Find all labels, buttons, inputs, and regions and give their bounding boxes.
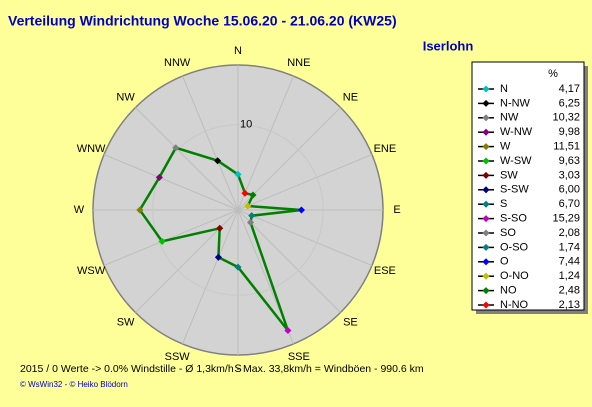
radar-marker — [284, 326, 292, 335]
legend-name: O-SO — [500, 241, 529, 253]
legend-marker — [482, 171, 490, 179]
legend-name: SO — [500, 227, 516, 239]
spoke — [237, 75, 294, 211]
legend-marker — [482, 143, 490, 151]
grid-ring — [152, 124, 324, 296]
legend-marker — [482, 157, 490, 165]
legend-marker — [482, 200, 490, 208]
axis-label: S — [234, 363, 241, 375]
legend-value: 1,24 — [559, 270, 580, 282]
axis-label: NNW — [164, 57, 191, 69]
legend-marker — [482, 128, 490, 136]
axis-label: ESE — [374, 265, 396, 277]
radar-marker — [172, 144, 180, 152]
legend-marker — [482, 85, 490, 93]
legend-name: W-NW — [500, 126, 533, 138]
spoke — [182, 209, 239, 345]
legend-value: 10,32 — [552, 112, 580, 124]
legend-name: N — [500, 83, 508, 95]
spoke — [182, 75, 239, 211]
radar-marker — [244, 202, 252, 210]
legend-marker — [482, 215, 490, 223]
credits: © WsWin32 - © Heiko Blödorn — [20, 380, 128, 389]
spoke — [103, 154, 239, 211]
radar-marker — [155, 173, 163, 181]
radar-marker — [241, 189, 249, 197]
legend-name: O — [500, 256, 509, 268]
axis-label: SSE — [288, 351, 310, 363]
legend-name: W-SW — [500, 155, 532, 167]
legend-value: 2,48 — [559, 285, 580, 297]
legend-name: NW — [500, 112, 519, 124]
axis-label: SW — [117, 316, 135, 328]
legend-name: N-NW — [500, 97, 531, 109]
radar-marker — [247, 219, 255, 227]
legend-value: 9,63 — [559, 155, 580, 167]
legend-marker — [482, 272, 490, 280]
axis-label: NE — [343, 91, 358, 103]
legend-value: 6,70 — [559, 198, 580, 210]
legend-name: S-SW — [500, 184, 529, 196]
spoke — [135, 107, 239, 211]
legend-value: 2,13 — [559, 299, 580, 311]
axis-label: NNE — [287, 57, 310, 69]
legend-value: 4,17 — [559, 83, 580, 95]
axis-label: NW — [116, 91, 135, 103]
legend-value: 1,74 — [559, 241, 580, 253]
legend-name: S — [500, 198, 507, 210]
radar-marker — [214, 157, 222, 165]
radar-marker — [234, 263, 242, 271]
spoke — [237, 154, 373, 211]
legend-marker — [482, 99, 490, 107]
axis-label: E — [393, 204, 400, 216]
spoke — [237, 209, 341, 313]
legend-name: O-NO — [500, 270, 529, 282]
legend-marker — [482, 301, 490, 309]
legend-value: 2,08 — [559, 227, 580, 239]
radar-marker — [158, 237, 166, 245]
legend-value: 11,51 — [553, 141, 580, 153]
r-tick-label: 10 — [240, 119, 252, 131]
chart-subtitle: Iserlohn — [423, 38, 474, 53]
legend-value: 3,03 — [559, 169, 580, 181]
legend-name: S-SO — [500, 213, 527, 225]
chart-title: Verteilung Windrichtung Woche 15.06.20 -… — [8, 13, 397, 29]
radar-marker — [297, 206, 305, 214]
spoke — [103, 209, 239, 266]
axis-label: N — [234, 45, 242, 57]
radar-marker — [248, 212, 256, 220]
legend-name: N-NO — [500, 299, 529, 311]
legend-marker — [482, 258, 490, 266]
legend-name: W — [500, 141, 511, 153]
radar-marker — [136, 206, 144, 214]
radar-marker — [216, 224, 224, 232]
legend-marker — [482, 243, 490, 251]
legend-marker — [482, 186, 490, 194]
legend-title: % — [548, 68, 558, 80]
legend-value: 6,25 — [559, 97, 580, 109]
legend-value: 7,44 — [559, 256, 580, 268]
legend-value: 6,00 — [559, 184, 580, 196]
axis-label: SSW — [165, 351, 191, 363]
legend-marker — [482, 287, 490, 295]
spoke — [237, 107, 341, 211]
legend-name: SW — [500, 169, 518, 181]
radar-marker — [234, 170, 242, 178]
legend-value: 9,98 — [559, 126, 580, 138]
axis-label: ENE — [374, 143, 397, 155]
axis-label: WSW — [77, 265, 106, 277]
axis-label: WNW — [77, 143, 106, 155]
axis-label: SE — [343, 316, 358, 328]
legend-name: NO — [500, 285, 517, 297]
legend-marker — [482, 229, 490, 237]
radar-marker — [249, 191, 257, 199]
spoke — [237, 209, 373, 266]
legend-value: 15,29 — [552, 213, 580, 225]
footer: 2015 / 0 Werte -> 0.0% Windstille - Ø 1,… — [20, 363, 424, 375]
axis-label: W — [74, 204, 85, 216]
legend-marker — [482, 114, 490, 122]
